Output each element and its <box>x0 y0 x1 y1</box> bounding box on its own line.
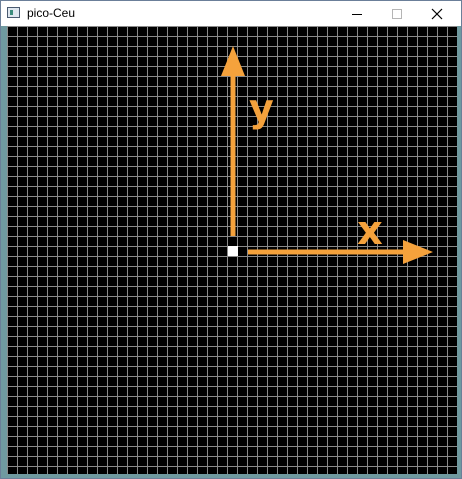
window-frame-right <box>457 26 461 478</box>
x-axis-label: x <box>357 208 383 254</box>
y-axis-label: y <box>249 86 274 130</box>
close-icon <box>431 8 443 19</box>
app-icon[interactable] <box>7 7 20 18</box>
minimize-button[interactable] <box>337 1 377 26</box>
maximize-icon <box>392 8 402 19</box>
origin-marker <box>228 246 238 256</box>
maximize-button[interactable] <box>377 1 417 26</box>
window-frame-left <box>1 26 7 478</box>
canvas-svg: y x <box>7 26 457 474</box>
window-title: pico-Ceu <box>27 6 76 20</box>
window-frame-bottom <box>1 474 461 478</box>
title-bar[interactable]: pico-Ceu <box>1 1 461 26</box>
y-axis-arrowhead <box>221 46 245 76</box>
close-button[interactable] <box>417 1 457 26</box>
x-axis-arrowhead <box>403 240 433 264</box>
drawing-canvas[interactable]: y x <box>7 26 457 474</box>
minimize-icon <box>352 13 362 15</box>
